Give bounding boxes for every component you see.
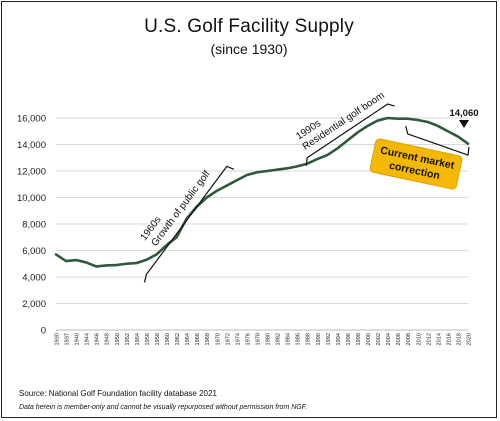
x-tick-label: 1956 xyxy=(145,333,151,345)
x-tick-label: 2014 xyxy=(436,333,442,345)
x-tick-label: 1958 xyxy=(155,333,161,345)
x-tick-label: 1966 xyxy=(195,333,201,345)
x-tick-label: 1992 xyxy=(326,333,332,345)
source-note: Source: National Golf Foundation facilit… xyxy=(19,389,217,398)
end-value-label: 14,060 xyxy=(449,108,478,119)
x-tick-label: 1976 xyxy=(245,333,251,345)
x-tick-label: 1930 xyxy=(55,333,61,345)
y-tick-label: 4,000 xyxy=(22,273,46,284)
x-tick-label: 1982 xyxy=(276,333,282,345)
x-tick-label: 1954 xyxy=(135,333,141,345)
x-tick-label: 1940 xyxy=(75,333,81,345)
x-tick-label: 1970 xyxy=(215,333,221,345)
series-line xyxy=(54,116,470,268)
x-tick-label: 1960 xyxy=(165,333,171,345)
x-tick-label: 1984 xyxy=(286,333,292,345)
y-tick-label: 12,000 xyxy=(17,167,46,178)
x-tick-label: 1990 xyxy=(316,333,322,345)
x-tick-label: 1952 xyxy=(125,333,131,345)
x-tick-label: 1950 xyxy=(115,333,121,345)
x-tick-label: 2012 xyxy=(426,333,432,345)
disclaimer-note: Data herein is member-only and cannot be… xyxy=(19,404,308,411)
y-tick-label: 8,000 xyxy=(22,220,46,231)
x-tick-label: 1978 xyxy=(255,333,261,345)
x-tick-label: 1988 xyxy=(306,333,312,345)
x-tick-label: 2008 xyxy=(406,333,412,345)
x-tick-label: 1974 xyxy=(235,333,241,345)
x-tick-label: 1986 xyxy=(296,333,302,345)
y-tick-label: 10,000 xyxy=(17,193,46,204)
x-tick-label: 1964 xyxy=(185,333,191,345)
x-tick-label: 1980 xyxy=(266,333,272,345)
x-tick-label: 2018 xyxy=(456,333,462,345)
x-tick-label: 1962 xyxy=(175,333,181,345)
x-tick-label: 2004 xyxy=(386,333,392,345)
x-tick-label: 2002 xyxy=(376,333,382,345)
x-tick-label: 1937 xyxy=(65,333,71,345)
annotation-bracket-1990s xyxy=(305,103,395,166)
annotation-1960s-label: Growth of public golf xyxy=(149,169,212,249)
y-tick-label: 14,000 xyxy=(17,140,46,151)
x-tick-label: 2006 xyxy=(396,333,402,345)
x-tick-label: 2020 xyxy=(467,333,473,345)
x-tick-label: 2010 xyxy=(416,333,422,345)
x-tick-label: 1948 xyxy=(105,333,111,345)
chart-title: U.S. Golf Facility Supply xyxy=(144,16,354,37)
annotation-bracket-correction xyxy=(405,125,470,156)
x-tick-label: 1994 xyxy=(336,333,342,345)
x-tick-label: 1998 xyxy=(356,333,362,345)
annotation-bracket-1960s xyxy=(143,165,235,283)
x-tick-label: 2000 xyxy=(366,333,372,345)
x-tick-label: 2016 xyxy=(446,333,452,345)
end-marker-icon xyxy=(459,120,469,128)
y-tick-label: 16,000 xyxy=(17,114,46,125)
chart-subtitle: (since 1930) xyxy=(210,41,288,57)
x-tick-label: 1968 xyxy=(205,333,211,345)
y-tick-label: 2,000 xyxy=(22,299,46,310)
x-tick-label: 1946 xyxy=(95,333,101,345)
x-tick-label: 1996 xyxy=(346,333,352,345)
x-tick-label: 1972 xyxy=(225,333,231,345)
y-tick-label: 0 xyxy=(41,326,46,337)
x-tick-label: 1944 xyxy=(85,333,91,345)
y-tick-label: 6,000 xyxy=(22,246,46,257)
callout-box xyxy=(369,138,463,190)
